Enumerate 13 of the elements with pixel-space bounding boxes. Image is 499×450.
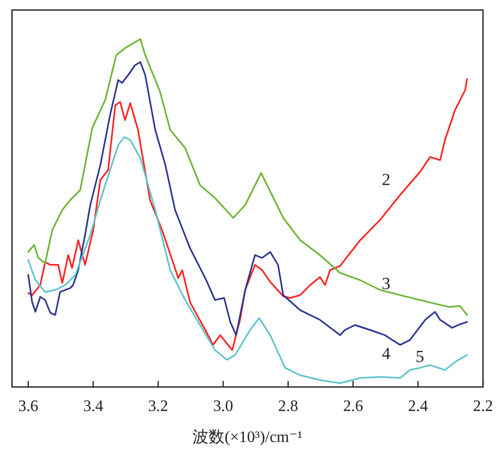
- x-tick-label: 2.6: [343, 398, 364, 415]
- x-tick-label: 3.4: [83, 398, 104, 415]
- x-tick-label: 2.8: [278, 398, 298, 415]
- series-label: 3: [382, 274, 390, 294]
- series-label: 2: [382, 170, 390, 189]
- x-tick-label: 2.4: [408, 398, 428, 415]
- x-tick-label: 2.2: [473, 398, 493, 415]
- series-label: 4: [382, 344, 391, 363]
- x-tick-label: 3.6: [18, 398, 38, 415]
- x-tick-label: 3.2: [148, 398, 168, 415]
- series-label: 5: [416, 346, 424, 366]
- x-axis-title: 波数(×10³)/cm⁻¹: [192, 428, 303, 446]
- x-tick-label: 3.0: [213, 398, 234, 415]
